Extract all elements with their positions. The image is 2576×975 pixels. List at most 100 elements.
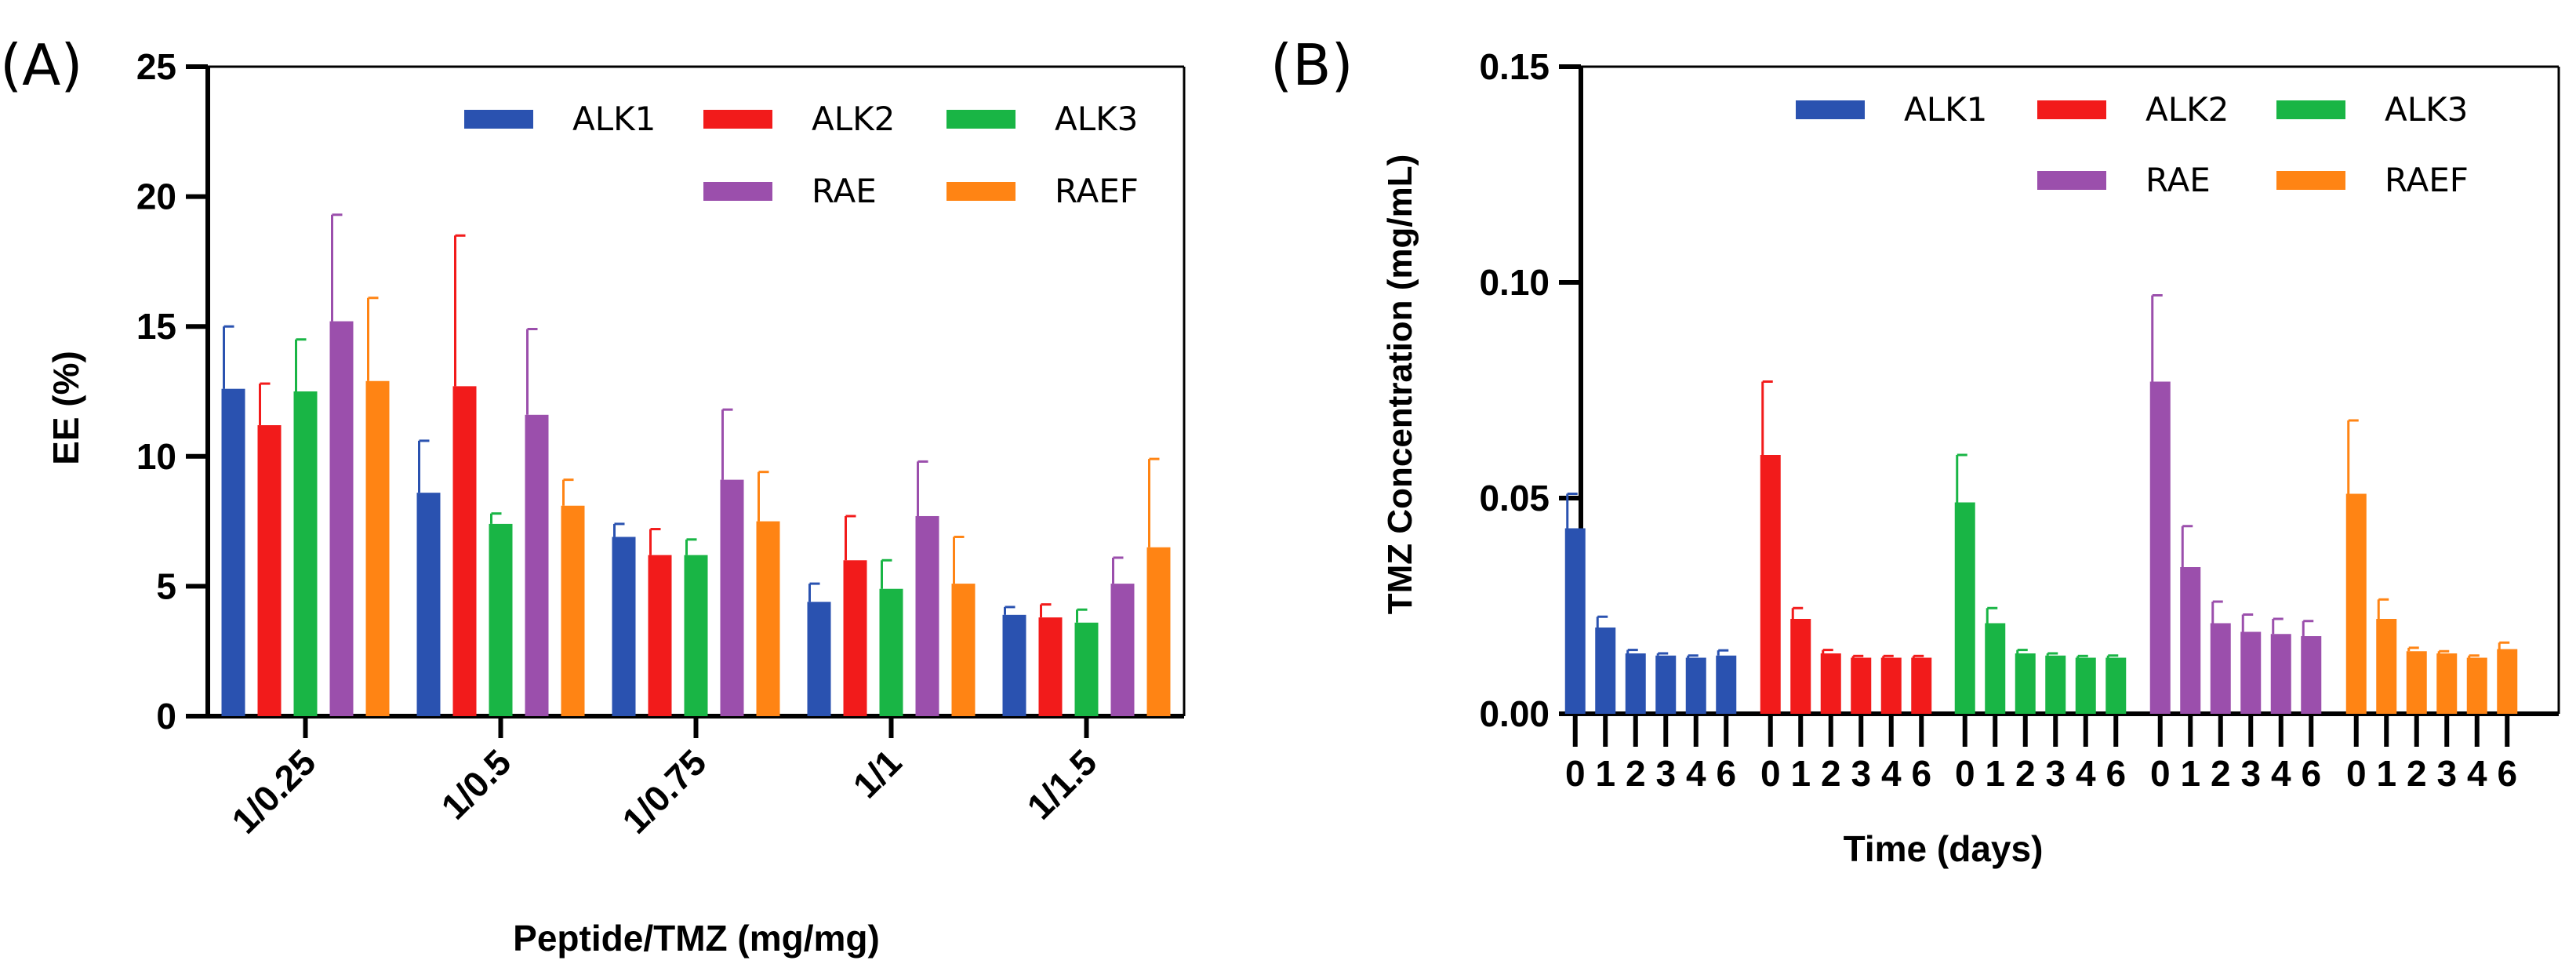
panel-b-x-tick-label-alk2-day-0: 0 bbox=[1760, 753, 1781, 794]
panel-b-y-tick-label: 0.10 bbox=[1479, 262, 1550, 303]
panel-b-y-tick-label: 0.05 bbox=[1479, 478, 1550, 518]
panel-b-bar-alk3-day-1 bbox=[1985, 623, 2006, 714]
panel-b-bar-alk3-day-3 bbox=[2045, 655, 2066, 714]
panel-a-bar-alk3-1-0-25 bbox=[293, 391, 318, 716]
panel-a-x-tick-label: 1/0.75 bbox=[614, 741, 714, 841]
panel-b-x-tick-label-alk1-day-2: 2 bbox=[1626, 753, 1646, 794]
panel-b-bar-raef-day-2 bbox=[2406, 651, 2427, 714]
panel-b-bar-alk3-day-0 bbox=[1954, 502, 1975, 714]
panel-a-bar-alk3-1-0-75 bbox=[684, 555, 708, 716]
panel-a-bar-raef-1-0-75 bbox=[756, 521, 780, 716]
panel-b-x-tick-label-alk2-day-3: 3 bbox=[1851, 753, 1871, 794]
panel-b-bar-rae-day-0 bbox=[2149, 381, 2171, 714]
panel-b-x-tick-label-alk3-day-1: 1 bbox=[1985, 753, 2005, 794]
panel-b-y-tick-label: 0.15 bbox=[1479, 46, 1550, 87]
panel-b-legend-label-raef: RAEF bbox=[2385, 161, 2469, 199]
panel-a-y-tick-label: 10 bbox=[136, 436, 176, 477]
panel-a-label: (A) bbox=[0, 32, 82, 98]
panel-a-legend-swatch-raef bbox=[946, 182, 1016, 201]
panel-b-bar-alk1-day-1 bbox=[1595, 628, 1616, 714]
panel-a: (A) EE (%) Peptide/TMZ (mg/mg) 0 5 10 15 20 2… bbox=[0, 32, 1186, 959]
panel-b-legend-label-alk1: ALK1 bbox=[1904, 90, 1987, 129]
panel-b-bar-alk3-day-2 bbox=[2015, 653, 2036, 714]
panel-a-bar-alk3-1-1 bbox=[879, 588, 903, 716]
panel-b-legend-label-rae: RAE bbox=[2145, 161, 2211, 199]
panel-b-x-tick-label-rae-day-3: 3 bbox=[2240, 753, 2261, 794]
panel-b-x-tick-label-raef-day-3: 3 bbox=[2436, 753, 2457, 794]
panel-b-bar-alk1-day-3 bbox=[1655, 655, 1677, 714]
panel-b-x-tick-label-rae-day-1: 1 bbox=[2180, 753, 2200, 794]
panel-a-bar-alk1-1-0-75 bbox=[612, 537, 636, 716]
panel-a-bar-alk1-1-0-5 bbox=[416, 493, 441, 716]
panel-a-bar-alk3-1-0-5 bbox=[489, 523, 513, 716]
panel-a-bar-alk3-1-1-5 bbox=[1074, 622, 1099, 716]
panel-b-x-tick-label-alk3-day-3: 3 bbox=[2045, 753, 2066, 794]
panel-b-x-tick-label-alk2-day-2: 2 bbox=[1821, 753, 1841, 794]
panel-b-bar-alk2-day-3 bbox=[1851, 657, 1872, 714]
panel-a-y-ticks: 0 5 10 15 20 25 bbox=[136, 46, 208, 737]
panel-b-y-tick-label: 0.00 bbox=[1479, 693, 1550, 734]
panel-b-x-tick-label-alk3-day-0: 0 bbox=[1955, 753, 1975, 794]
panel-b-legend-label-alk3: ALK3 bbox=[2385, 90, 2468, 129]
panel-a-x-tick-label: 1/0.5 bbox=[433, 741, 518, 827]
panel-b-legend-swatch-rae bbox=[2037, 171, 2106, 190]
panel-b-bar-alk1-day-0 bbox=[1564, 528, 1586, 714]
panel-a-bar-alk2-1-0-25 bbox=[257, 425, 282, 716]
panel-a-y-tick-label: 25 bbox=[136, 46, 176, 87]
panel-b-x-tick-label-alk2-day-6: 6 bbox=[1911, 753, 1931, 794]
panel-a-bar-alk1-1-1-5 bbox=[1002, 614, 1026, 716]
panel-b-bar-alk2-day-1 bbox=[1790, 619, 1811, 714]
panel-b-x-tick-label-alk3-day-6: 6 bbox=[2105, 753, 2126, 794]
panel-b-legend-swatch-raef bbox=[2276, 171, 2345, 190]
panel-a-bar-raef-1-1-5 bbox=[1146, 547, 1171, 716]
panel-b-bar-alk1-day-2 bbox=[1625, 653, 1646, 714]
panel-b-bar-alk2-day-2 bbox=[1820, 653, 1841, 714]
panel-a-legend-swatch-alk3 bbox=[946, 110, 1016, 129]
panel-b-x-tick-label-rae-day-0: 0 bbox=[2150, 753, 2171, 794]
panel-a-bar-raef-1-0-5 bbox=[561, 505, 585, 716]
panel-a-bar-rae-1-0-25 bbox=[329, 321, 354, 716]
panel-a-bar-alk1-1-0-25 bbox=[221, 388, 245, 716]
panel-b-x-tick-label-alk3-day-2: 2 bbox=[2015, 753, 2036, 794]
panel-a-y-axis-title: EE (%) bbox=[45, 351, 86, 465]
panel-a-y-tick-label: 20 bbox=[136, 176, 176, 217]
panel-a-legend-swatch-alk1 bbox=[464, 110, 533, 129]
panel-b-bar-rae-day-1 bbox=[2180, 567, 2201, 714]
panel-b-x-tick-label-alk1-day-6: 6 bbox=[1716, 753, 1736, 794]
panel-a-x-tick-label: 1/0.25 bbox=[223, 741, 323, 841]
panel-b-legend-swatch-alk3 bbox=[2276, 100, 2345, 119]
panel-b-x-tick-label-raef-day-4: 4 bbox=[2467, 753, 2487, 794]
panel-b-bar-alk3-day-4 bbox=[2075, 657, 2096, 714]
panel-a-legend-label-alk3: ALK3 bbox=[1055, 100, 1138, 138]
panel-b-x-tick-label-alk1-day-0: 0 bbox=[1565, 753, 1586, 794]
panel-b-bar-alk2-day-4 bbox=[1880, 657, 1902, 714]
panel-a-bar-alk2-1-0-5 bbox=[452, 386, 477, 716]
panel-a-x-tick-label: 1/1 bbox=[845, 741, 910, 806]
panel-a-x-axis-title: Peptide/TMZ (mg/mg) bbox=[513, 918, 880, 959]
panel-b-bar-raef-day-1 bbox=[2376, 619, 2397, 714]
panel-b-legend-label-alk2: ALK2 bbox=[2145, 90, 2229, 129]
panel-a-bar-raef-1-1 bbox=[951, 584, 976, 716]
panel-b-y-axis-title: TMZ Concentration (mg/mL) bbox=[1381, 155, 1419, 615]
panel-b-x-tick-label-alk2-day-1: 1 bbox=[1790, 753, 1811, 794]
panel-b-bar-rae-day-6 bbox=[2301, 636, 2322, 714]
panel-a-bar-raef-1-0-25 bbox=[365, 380, 390, 716]
panel-b-x-tick-label-raef-day-0: 0 bbox=[2346, 753, 2367, 794]
panel-b-x-tick-label-alk3-day-4: 4 bbox=[2076, 753, 2096, 794]
panel-a-legend-swatch-alk2 bbox=[703, 110, 772, 129]
panel-b-legend-swatch-alk2 bbox=[2037, 100, 2106, 119]
panel-b-x-tick-label-rae-day-6: 6 bbox=[2301, 753, 2321, 794]
panel-a-bar-alk2-1-0-75 bbox=[648, 555, 672, 716]
panel-b-bar-alk2-day-6 bbox=[1911, 657, 1932, 714]
panel-a-legend-label-raef: RAEF bbox=[1055, 172, 1139, 210]
panel-a-bar-rae-1-1 bbox=[915, 515, 939, 716]
panel-b-x-tick-label-alk1-day-1: 1 bbox=[1595, 753, 1615, 794]
panel-a-x-tick-label: 1/1.5 bbox=[1019, 741, 1104, 827]
panel-a-legend-swatch-rae bbox=[703, 182, 772, 201]
panel-b-x-tick-label-alk1-day-4: 4 bbox=[1686, 753, 1706, 794]
panel-b-bar-raef-day-4 bbox=[2466, 657, 2487, 714]
panel-a-y-tick-label: 15 bbox=[136, 306, 176, 347]
panel-b-x-tick-label-rae-day-4: 4 bbox=[2271, 753, 2291, 794]
